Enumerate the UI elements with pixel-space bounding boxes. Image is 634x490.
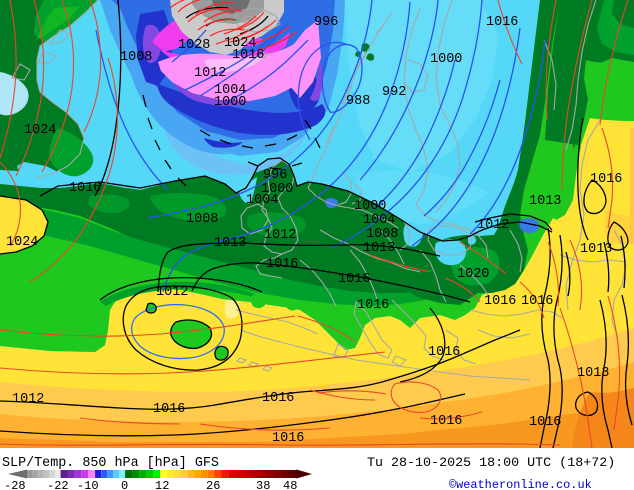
svg-text:1008: 1008	[186, 212, 218, 227]
svg-text:1012: 1012	[12, 392, 44, 407]
svg-text:1000: 1000	[214, 95, 246, 110]
svg-text:996: 996	[314, 15, 338, 30]
svg-text:1004: 1004	[363, 213, 395, 228]
svg-text:1016: 1016	[486, 15, 518, 30]
svg-text:988: 988	[346, 94, 370, 109]
svg-text:1013: 1013	[529, 194, 561, 209]
svg-text:1016: 1016	[69, 181, 101, 196]
svg-text:1012: 1012	[156, 285, 188, 300]
svg-text:Tu 28-10-2025 18:00 UTC (18+72: Tu 28-10-2025 18:00 UTC (18+72)	[367, 456, 615, 471]
svg-text:1004: 1004	[246, 193, 278, 208]
svg-text:1008: 1008	[366, 227, 398, 242]
svg-text:1013: 1013	[580, 242, 612, 257]
svg-text:1000: 1000	[354, 199, 386, 214]
svg-text:©weatheronline.co.uk: ©weatheronline.co.uk	[449, 478, 592, 490]
svg-text:26: 26	[206, 479, 220, 490]
svg-text:1016: 1016	[232, 48, 264, 63]
svg-text:1016: 1016	[590, 172, 622, 187]
svg-text:1016: 1016	[430, 414, 462, 429]
svg-text:-28: -28	[4, 479, 26, 490]
svg-text:1000: 1000	[261, 182, 293, 197]
svg-text:1024: 1024	[224, 36, 256, 51]
svg-text:1024: 1024	[6, 235, 38, 250]
svg-text:1016: 1016	[357, 298, 389, 313]
svg-text:-22: -22	[47, 479, 69, 490]
svg-text:1016: 1016	[521, 294, 553, 309]
svg-text:1016: 1016	[266, 257, 298, 272]
svg-text:1016: 1016	[338, 272, 370, 287]
svg-text:1012: 1012	[194, 66, 226, 81]
svg-text:-10: -10	[77, 479, 99, 490]
svg-text:1016: 1016	[484, 294, 516, 309]
svg-text:1028: 1028	[178, 38, 210, 53]
svg-text:1016: 1016	[529, 415, 561, 430]
svg-text:1016: 1016	[272, 431, 304, 446]
svg-text:1008: 1008	[120, 50, 152, 65]
svg-text:1012: 1012	[477, 218, 509, 233]
svg-text:SLP/Temp. 850 hPa [hPa] GFS: SLP/Temp. 850 hPa [hPa] GFS	[2, 456, 219, 471]
svg-text:0: 0	[121, 479, 128, 490]
svg-text:1016: 1016	[153, 402, 185, 417]
svg-text:48: 48	[283, 479, 297, 490]
svg-text:1016: 1016	[262, 391, 294, 406]
svg-text:996: 996	[263, 168, 287, 183]
svg-text:1013: 1013	[214, 236, 246, 251]
svg-text:1016: 1016	[428, 345, 460, 360]
svg-text:1024: 1024	[24, 123, 56, 138]
svg-text:12: 12	[155, 479, 169, 490]
svg-text:1013: 1013	[363, 241, 395, 256]
svg-text:1012: 1012	[264, 228, 296, 243]
svg-text:1020: 1020	[457, 267, 489, 282]
svg-text:1004: 1004	[214, 83, 246, 98]
svg-text:1000: 1000	[430, 52, 462, 67]
svg-text:38: 38	[256, 479, 270, 490]
svg-text:992: 992	[382, 85, 406, 100]
svg-text:1013: 1013	[577, 366, 609, 381]
